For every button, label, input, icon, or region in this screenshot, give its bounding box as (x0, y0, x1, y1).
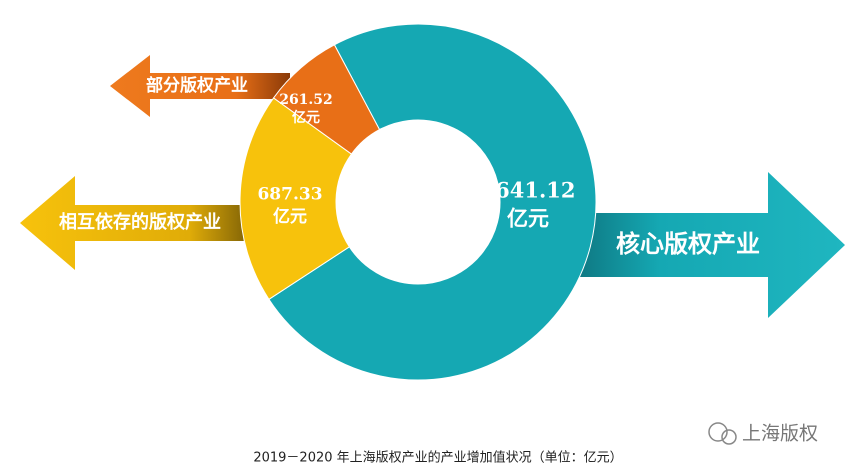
arrow (110, 55, 290, 117)
category-label: 部分版权产业 (146, 75, 248, 96)
donut-segment (268, 23, 597, 381)
category-label: 相互依存的版权产业 (59, 211, 221, 233)
value-unit: 亿元 (507, 206, 549, 230)
donut-segment (272, 44, 381, 155)
arrow (560, 172, 845, 318)
value-unit: 亿元 (273, 206, 307, 227)
watermark-icon (721, 429, 737, 445)
value-label: 687.33 (257, 185, 322, 205)
donut-segment (239, 97, 353, 301)
watermark-text: 上海版权 (742, 423, 818, 445)
watermark: 上海版权 (708, 422, 818, 445)
category-label: 核心版权产业 (616, 230, 760, 258)
value-label: 261.52 (279, 92, 333, 108)
chart-title: 2019－2020 年上海版权产业的产业增加值状况（单位：亿元） (253, 450, 622, 466)
watermark-icon (708, 422, 728, 442)
value-unit: 亿元 (292, 109, 320, 126)
arrow (20, 176, 262, 270)
value-label: 2641.12 (481, 178, 576, 203)
